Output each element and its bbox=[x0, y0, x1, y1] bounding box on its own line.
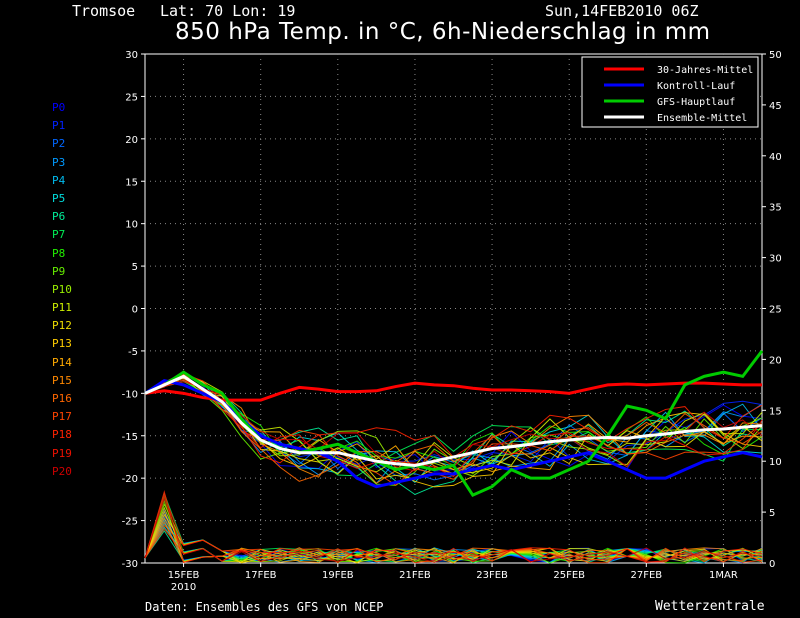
member-label-p4: P4 bbox=[52, 173, 66, 187]
y-tick-label-left: -30 bbox=[122, 559, 138, 570]
y-tick-label-left: 15 bbox=[125, 177, 138, 188]
y-tick-label-right: 35 bbox=[769, 203, 782, 214]
brand-label: Wetterzentrale bbox=[655, 599, 765, 614]
legend-label: GFS-Hauptlauf bbox=[657, 97, 735, 108]
y-tick-label-left: -10 bbox=[122, 389, 138, 400]
y-tick-label-left: 30 bbox=[125, 50, 138, 61]
y-tick-label-left: 25 bbox=[125, 92, 138, 103]
series-line--jahres-mittel bbox=[144, 381, 762, 402]
y-tick-label-left: -5 bbox=[128, 347, 138, 358]
x-tick-label: 27FEB bbox=[630, 570, 662, 581]
member-label-p1: P1 bbox=[52, 119, 66, 133]
y-tick-label-right: 20 bbox=[769, 355, 782, 366]
legend-label: 30-Jahres-Mittel bbox=[657, 65, 753, 76]
x-tick-label: 17FEB bbox=[245, 570, 277, 581]
member-label-p16: P16 bbox=[52, 392, 72, 405]
data-source-label: Daten: Ensembles des GFS von NCEP bbox=[145, 600, 384, 614]
y-tick-label-left: 20 bbox=[125, 135, 138, 146]
y-tick-label-right: 0 bbox=[769, 559, 775, 570]
x-tick-label: 15FEB bbox=[168, 570, 200, 581]
member-label-p14: P14 bbox=[52, 355, 72, 369]
member-label-p7: P7 bbox=[52, 228, 66, 242]
member-label-p9: P9 bbox=[52, 264, 66, 278]
precip-member-line bbox=[144, 513, 763, 564]
latlon-label: Lat: 70 Lon: 19 bbox=[160, 2, 296, 20]
member-label-p0: P0 bbox=[52, 101, 66, 114]
x-tick-sublabel: 2010 bbox=[171, 582, 196, 593]
y-tick-label-left: 10 bbox=[125, 220, 138, 231]
member-label-p8: P8 bbox=[52, 246, 66, 260]
member-label-p5: P5 bbox=[52, 191, 66, 205]
member-label-p18: P18 bbox=[52, 428, 72, 442]
ensemble-member-line bbox=[144, 374, 763, 482]
member-label-p12: P12 bbox=[52, 319, 72, 333]
precip-member-line bbox=[144, 509, 763, 563]
y-tick-label-right: 30 bbox=[769, 254, 782, 265]
y-tick-label-right: 50 bbox=[769, 50, 782, 61]
y-tick-label-right: 15 bbox=[769, 406, 782, 417]
y-tick-label-right: 40 bbox=[769, 152, 782, 163]
precip-member-line bbox=[144, 506, 763, 563]
y-tick-label-left: -25 bbox=[122, 517, 138, 528]
member-label-p2: P2 bbox=[52, 137, 66, 151]
y-tick-label-left: 5 bbox=[132, 262, 138, 273]
y-tick-label-right: 45 bbox=[769, 101, 782, 112]
y-tick-label-right: 25 bbox=[769, 305, 782, 316]
member-label-p13: P13 bbox=[52, 337, 72, 351]
member-label-p17: P17 bbox=[52, 410, 72, 424]
y-tick-label-left: 0 bbox=[132, 305, 138, 316]
member-label-p20: P20 bbox=[52, 464, 72, 478]
precip-member-line bbox=[144, 493, 763, 564]
precip-member-line bbox=[144, 528, 763, 564]
y-tick-label-left: -15 bbox=[122, 432, 138, 443]
x-tick-label: 21FEB bbox=[399, 570, 431, 581]
x-tick-label: 23FEB bbox=[476, 570, 508, 581]
plot-frame bbox=[144, 53, 763, 564]
member-label-p10: P10 bbox=[52, 282, 72, 296]
series-line-ensemble-mittel bbox=[144, 374, 763, 467]
member-label-p6: P6 bbox=[52, 210, 66, 224]
precip-member-line bbox=[144, 497, 763, 563]
member-label-p3: P3 bbox=[52, 155, 66, 169]
precip-member-line bbox=[144, 492, 763, 564]
legend-label: Kontroll-Lauf bbox=[657, 81, 735, 92]
x-tick-label: 1MAR bbox=[709, 570, 738, 581]
legend-label: Ensemble-Mittel bbox=[657, 113, 747, 124]
x-tick-label: 19FEB bbox=[322, 570, 354, 581]
precip-member-line bbox=[144, 489, 763, 564]
member-legend: P0 P1 P2 P3 P4 P5 P6 P7 P8 P9 P10 P11 P12 P13 P14 P15 P1… bbox=[52, 101, 72, 483]
y-tick-label-right: 10 bbox=[769, 457, 782, 468]
member-label-p15: P15 bbox=[52, 373, 72, 387]
chart-title: 850 hPa Temp. in °C, 6h-Niederschlag in … bbox=[175, 19, 711, 45]
member-label-p11: P11 bbox=[52, 301, 72, 315]
y-tick-label-right: 5 bbox=[769, 508, 775, 519]
y-tick-label-left: -20 bbox=[122, 474, 138, 485]
location-label: Tromsoe bbox=[72, 2, 136, 20]
datetime-label: Sun,14FEB2010 06Z bbox=[545, 2, 699, 20]
member-label-p19: P19 bbox=[52, 446, 72, 460]
x-tick-label: 25FEB bbox=[553, 570, 585, 581]
series-line-gfs-hauptlauf bbox=[144, 350, 764, 498]
